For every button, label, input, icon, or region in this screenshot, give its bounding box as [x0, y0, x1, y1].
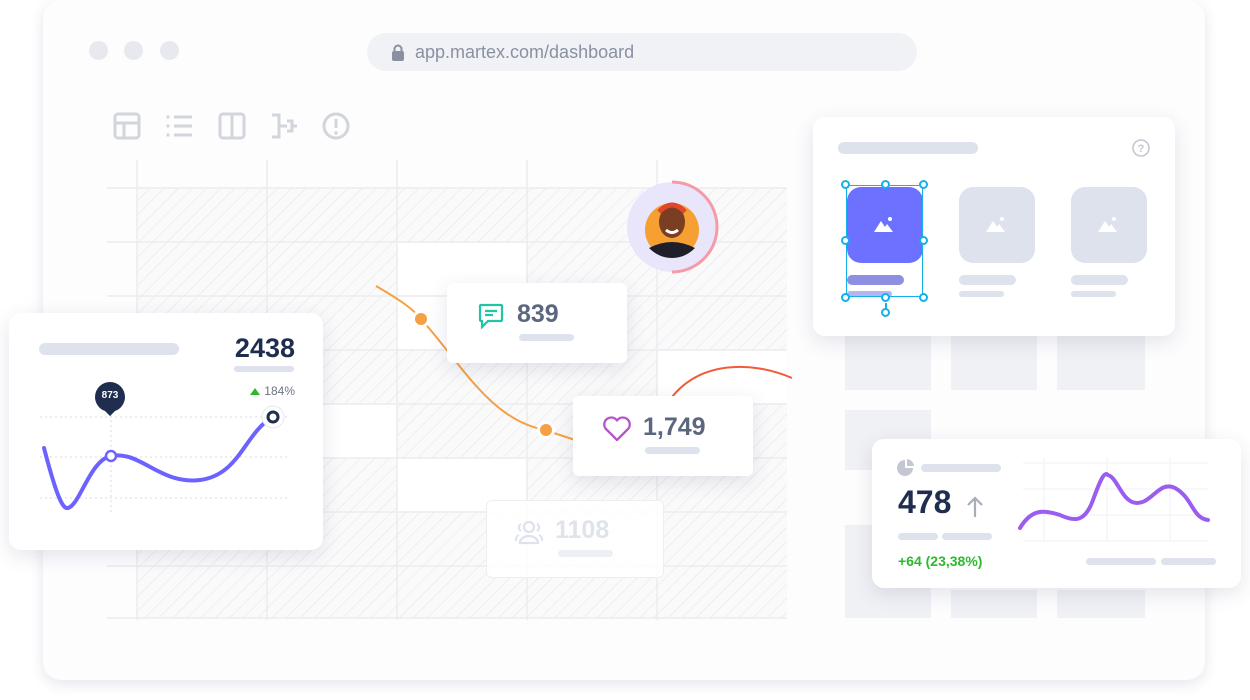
image-tile[interactable]: [959, 187, 1035, 263]
likes-count: 1,749: [643, 413, 706, 441]
image-icon: [1098, 217, 1117, 232]
users-stat-card[interactable]: 1108: [486, 500, 664, 578]
heart-icon: [603, 416, 631, 442]
window-minimize-button[interactable]: [124, 41, 143, 60]
tooltip-value: 873: [101, 390, 119, 401]
likes-stat-card[interactable]: 1,749: [573, 396, 753, 476]
image-tile[interactable]: [1071, 187, 1147, 263]
window-maximize-button[interactable]: [160, 41, 179, 60]
connector-node: [540, 424, 552, 436]
trend-line: [42, 415, 275, 511]
image-picker-panel: ?: [813, 117, 1175, 336]
hierarchy-icon[interactable]: [270, 112, 298, 140]
alert-circle-icon[interactable]: [322, 112, 350, 140]
trend-card: 2438 184%: [9, 313, 323, 550]
address-bar[interactable]: app.martex.com/dashboard: [367, 33, 917, 71]
sparkline: [1018, 472, 1210, 530]
url-text: app.martex.com/dashboard: [415, 41, 635, 62]
users-icon: [514, 520, 544, 545]
arrow-up-icon: [250, 387, 261, 395]
metric-value: 478: [898, 484, 952, 520]
trend-point: [104, 449, 118, 463]
svg-text:?: ?: [1138, 143, 1145, 155]
chat-icon: [478, 303, 504, 329]
users-count: 1108: [555, 516, 610, 544]
trend-line-chart: [40, 382, 288, 513]
trend-endpoint: [266, 410, 280, 424]
list-icon[interactable]: [165, 112, 193, 140]
columns-icon[interactable]: [218, 112, 246, 140]
avatar[interactable]: [625, 180, 720, 275]
image-icon: [986, 217, 1005, 232]
trend-change: 184%: [250, 384, 295, 398]
layout-grid-icon[interactable]: [113, 112, 141, 140]
pie-chart-icon: [897, 459, 914, 476]
trend-value: 2438: [234, 333, 295, 363]
arrow-up-icon: [967, 496, 983, 517]
lock-icon: [392, 44, 404, 61]
tooltip-pin: [95, 382, 125, 416]
connector-node: [415, 313, 427, 325]
image-tile-selected[interactable]: [847, 187, 923, 263]
help-circle-icon[interactable]: ?: [1131, 138, 1151, 158]
comments-stat-card[interactable]: 839: [447, 283, 627, 363]
selection-box[interactable]: [841, 180, 928, 317]
comments-count: 839: [517, 300, 559, 328]
window-close-button[interactable]: [89, 41, 108, 60]
image-icon: [874, 217, 893, 232]
metric-change: +64 (23,38%): [898, 553, 983, 569]
